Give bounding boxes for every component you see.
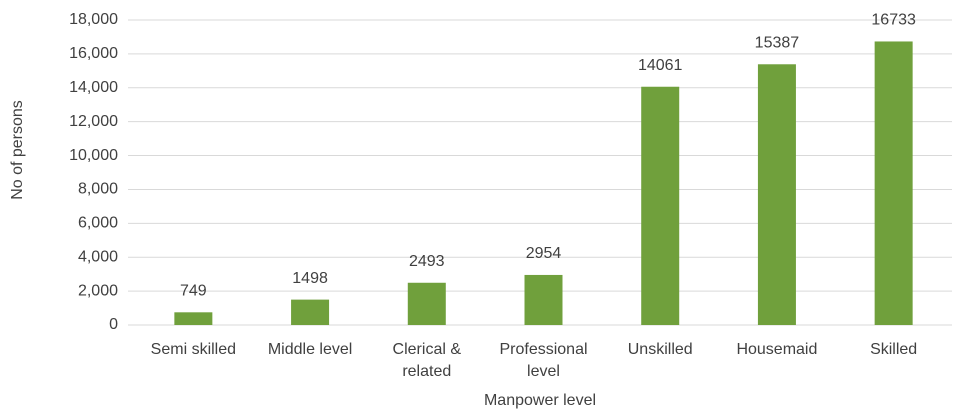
bar: [524, 274, 563, 325]
bar: [757, 64, 796, 326]
bar: [874, 41, 913, 325]
x-tick-label-line: Professional: [499, 341, 587, 358]
x-tick-label: Housemaid: [736, 341, 817, 358]
data-label: 2954: [526, 245, 562, 262]
bar: [641, 86, 680, 325]
y-tick-label: 0: [109, 316, 118, 333]
x-tick-label-line: related: [402, 363, 451, 380]
data-label: 1498: [292, 270, 328, 287]
y-tick-label: 14,000: [69, 79, 118, 96]
data-label: 16733: [871, 12, 916, 29]
x-tick-label: Clerical & related: [393, 341, 462, 380]
y-tick-label: 12,000: [69, 113, 118, 130]
y-tick-label: 4,000: [78, 248, 118, 265]
y-tick-label: 2,000: [78, 282, 118, 299]
y-tick-label: 18,000: [69, 11, 118, 28]
bar: [174, 312, 213, 325]
y-tick-label: 10,000: [69, 147, 118, 164]
bar: [407, 282, 446, 325]
x-tick-label: Professional level: [499, 341, 587, 380]
x-tick-label-line: Clerical &: [393, 341, 462, 358]
y-axis-title: No of persons: [9, 100, 26, 200]
x-tick-label: Semi skilled: [151, 341, 236, 358]
y-tick-label: 16,000: [69, 45, 118, 62]
x-tick-label-line: level: [527, 363, 560, 380]
x-tick-label: Unskilled: [628, 341, 693, 358]
y-tick-label: 8,000: [78, 181, 118, 198]
y-tick-label: 6,000: [78, 215, 118, 232]
data-label: 749: [180, 283, 207, 300]
data-label: 14061: [638, 57, 683, 74]
bar: [291, 299, 330, 325]
x-tick-label: Middle level: [268, 341, 352, 358]
x-tick-label: Skilled: [870, 341, 917, 358]
x-axis-title: Manpower level: [484, 392, 596, 409]
data-label: 15387: [755, 34, 800, 51]
data-label: 2493: [409, 253, 445, 270]
